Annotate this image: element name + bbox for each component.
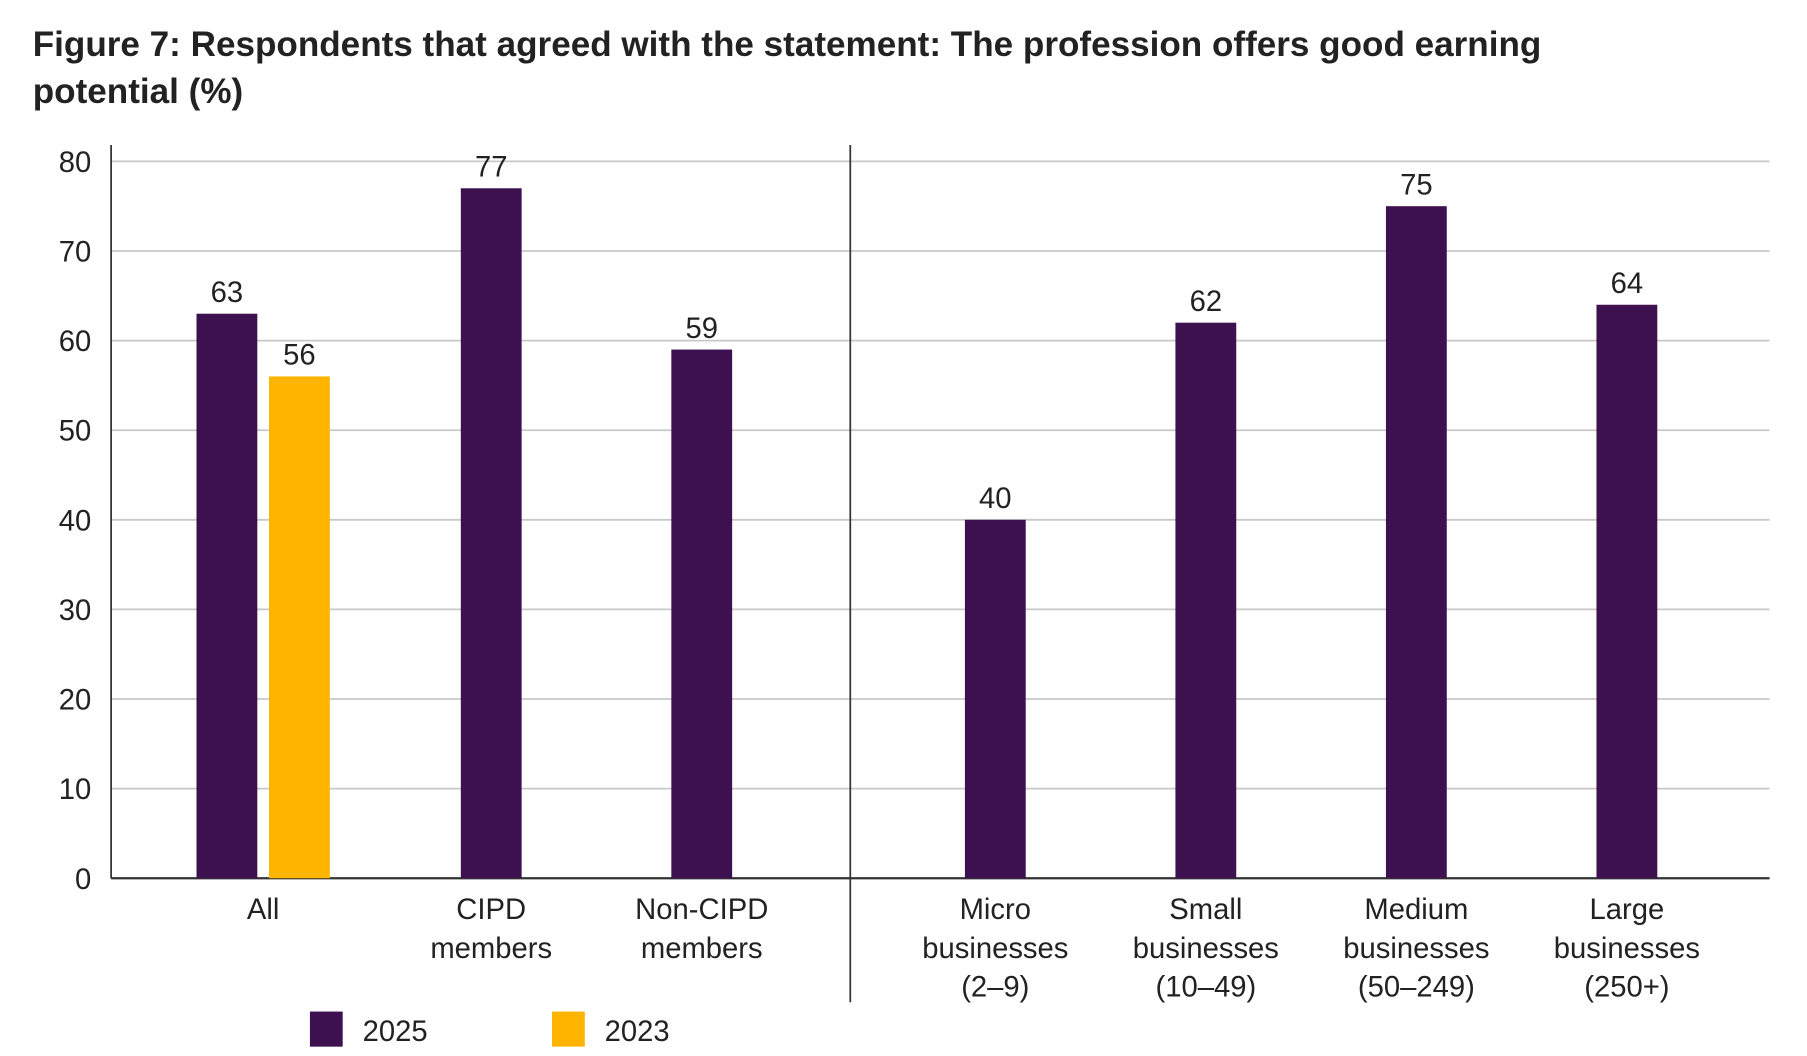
bar-2025 xyxy=(671,349,733,879)
x-category-label: CIPD xyxy=(456,894,526,926)
data-label: 64 xyxy=(1611,268,1644,300)
x-category-label: (10–49) xyxy=(1155,971,1256,1003)
legend-swatch-2023 xyxy=(552,1011,585,1047)
y-tick-label: 10 xyxy=(59,774,92,806)
data-label: 77 xyxy=(475,152,508,184)
x-category-label: businesses xyxy=(1343,933,1489,965)
x-category-label: Micro xyxy=(960,894,1031,926)
y-tick-label: 0 xyxy=(75,864,91,896)
data-label: 59 xyxy=(685,313,718,345)
y-tick-label: 20 xyxy=(59,685,92,717)
y-tick-label: 40 xyxy=(59,505,92,537)
bar-2025 xyxy=(196,313,258,879)
x-category-label: (50–249) xyxy=(1358,971,1475,1003)
chart-title-line-1: Figure 7: Respondents that agreed with t… xyxy=(33,25,1542,64)
y-tick-label: 70 xyxy=(59,237,92,269)
bar-2025 xyxy=(460,188,522,879)
bar-2025 xyxy=(1175,322,1237,879)
x-category-label: members xyxy=(641,933,763,965)
data-label: 56 xyxy=(283,340,316,372)
x-category-label: members xyxy=(430,933,552,965)
data-label: 63 xyxy=(211,277,244,309)
legend-label: 2023 xyxy=(605,1016,670,1048)
x-category-label: businesses xyxy=(1133,933,1279,965)
data-label: 40 xyxy=(979,483,1012,515)
x-category-label: Small xyxy=(1169,894,1242,926)
legend-swatch-2025 xyxy=(309,1011,343,1047)
x-category-label: (2–9) xyxy=(961,971,1029,1003)
x-category-label: Non-CIPD xyxy=(635,894,768,926)
y-tick-label: 60 xyxy=(59,326,92,358)
x-category-label: Large xyxy=(1590,894,1665,926)
y-tick-label: 80 xyxy=(59,147,92,179)
legend-label: 2025 xyxy=(363,1016,428,1048)
bar-2023 xyxy=(269,376,330,879)
y-tick-label: 30 xyxy=(59,595,92,627)
bar-2025 xyxy=(1596,304,1658,879)
x-category-label: All xyxy=(247,894,279,926)
x-category-label: businesses xyxy=(922,933,1068,965)
bar-2025 xyxy=(1385,206,1447,879)
x-category-label: businesses xyxy=(1554,933,1700,965)
bar-2025 xyxy=(964,519,1026,879)
y-tick-label: 50 xyxy=(59,416,92,448)
chart-title-line-2: potential (%) xyxy=(33,72,243,111)
data-label: 62 xyxy=(1190,286,1223,318)
data-label: 75 xyxy=(1400,169,1433,201)
x-category-label: (250+) xyxy=(1584,971,1669,1003)
x-category-label: Medium xyxy=(1364,894,1468,926)
